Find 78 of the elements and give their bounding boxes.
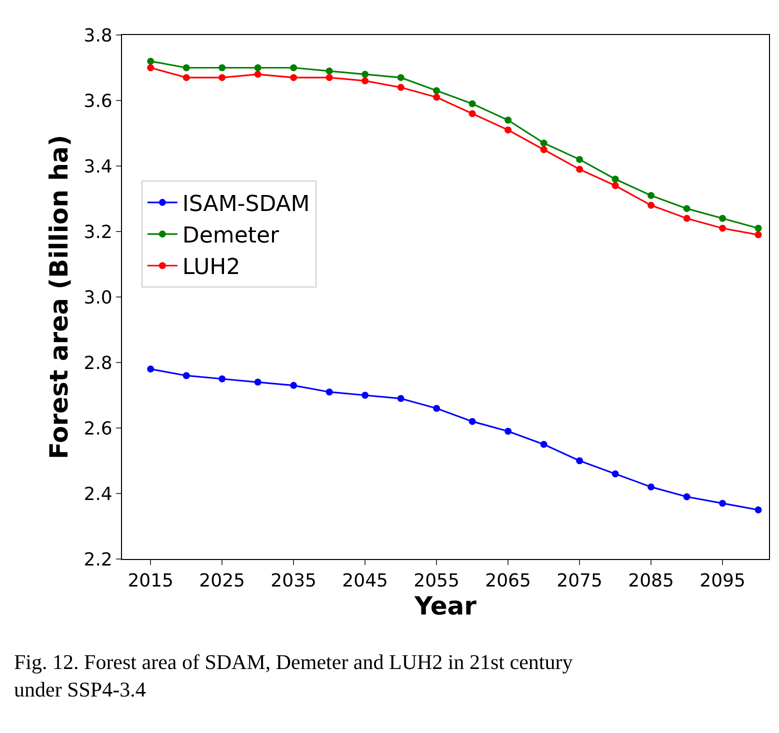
point: [254, 70, 262, 78]
point: [433, 404, 440, 412]
y-tick-label: 3.8: [84, 25, 112, 46]
point: [397, 84, 404, 91]
point: [326, 68, 333, 75]
point: [648, 483, 655, 490]
x-tick-label: 2085: [628, 570, 674, 592]
point: [540, 440, 548, 448]
point: [719, 214, 726, 222]
point: [683, 205, 690, 212]
x-tick-label: 2065: [485, 570, 531, 592]
y-tick-label: 3.4: [84, 156, 112, 178]
x-tick-label: 2075: [556, 570, 602, 592]
point: [683, 214, 690, 222]
point: [254, 64, 262, 72]
point: [433, 87, 440, 94]
point: [754, 224, 762, 232]
point: [254, 378, 262, 386]
point: [540, 146, 548, 154]
point: [326, 388, 333, 396]
x-tick-label: 2015: [128, 570, 174, 592]
point: [326, 74, 333, 82]
x-tick-label: 2095: [700, 570, 746, 592]
y-axis-title: Forest area (Billion ha): [44, 134, 74, 460]
point: [147, 366, 154, 373]
point: [504, 126, 512, 134]
point: [612, 470, 619, 478]
x-axis-title: Year: [414, 592, 478, 621]
point: [468, 418, 476, 425]
point: [218, 375, 226, 382]
y-tick-label: 2.4: [84, 484, 112, 505]
point: [504, 116, 512, 124]
point: [182, 74, 190, 82]
point: [468, 110, 476, 118]
point: [290, 74, 298, 82]
point: [576, 166, 584, 173]
point: [147, 64, 154, 72]
point: [362, 70, 369, 78]
point: [362, 77, 369, 84]
y-tick-label: 2.6: [84, 418, 112, 440]
point: [147, 58, 154, 65]
y-tick-label: 3.6: [84, 90, 112, 112]
point: [648, 192, 655, 199]
point: [540, 140, 548, 147]
point: [290, 64, 298, 72]
legend-label: Demeter: [182, 224, 280, 249]
point: [468, 100, 476, 108]
point: [648, 202, 655, 209]
point: [683, 493, 690, 500]
caption: Fig. 12. Forest area of SDAM, Demeter and LUH2 in 21st century under SSP4-3.4: [14, 650, 574, 702]
point: [754, 506, 762, 514]
legend-label: ISAM-SDAM: [182, 192, 310, 217]
y-tick-label: 2.2: [84, 549, 112, 570]
point: [218, 64, 226, 72]
point: [182, 372, 190, 380]
point: [362, 392, 369, 399]
y-tick-label: 2.8: [84, 352, 112, 374]
x-tick-label: 2055: [414, 570, 460, 592]
point: [719, 500, 726, 507]
point: [612, 182, 619, 190]
point: [576, 457, 584, 464]
point: [612, 176, 619, 183]
x-tick-label: 2035: [270, 570, 316, 592]
point: [754, 231, 762, 238]
point: [504, 428, 512, 435]
point: [576, 156, 584, 163]
point: [397, 395, 404, 402]
point: [182, 64, 190, 72]
y-tick-label: 3.0: [84, 287, 112, 308]
point: [290, 382, 298, 389]
point: [218, 74, 226, 82]
x-tick-label: 2025: [199, 570, 245, 592]
y-tick-label: 3.2: [84, 222, 112, 243]
point: [397, 74, 404, 82]
point: [433, 94, 440, 101]
point: [719, 224, 726, 232]
legend-label: LUH2: [182, 255, 240, 280]
x-tick-label: 2045: [342, 570, 388, 592]
